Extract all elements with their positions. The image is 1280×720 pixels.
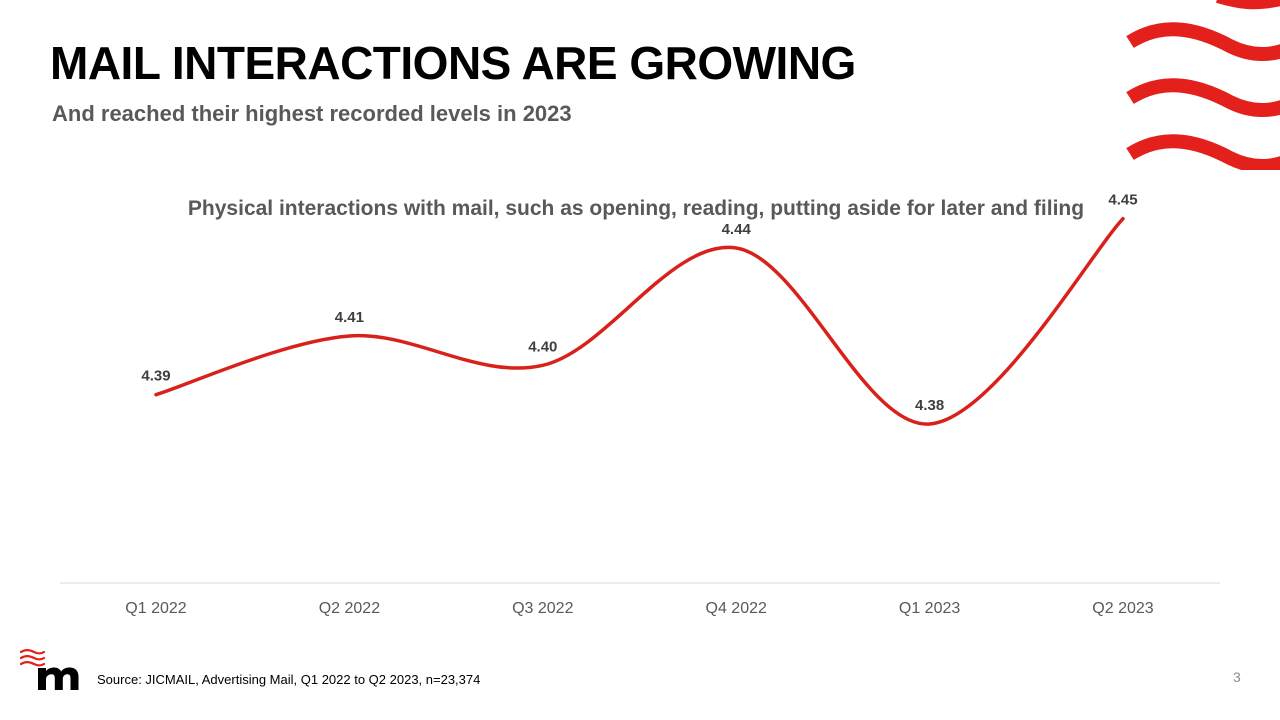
wave-top — [1216, 0, 1280, 10]
data-label: 4.41 — [335, 309, 364, 326]
x-tick-labels: Q1 2022 Q2 2022 Q3 2022 Q4 2022 Q1 2023 Q2 20… — [125, 600, 1153, 617]
data-label: 4.38 — [915, 397, 944, 414]
wave-1 — [1126, 22, 1280, 62]
x-tick-label: Q1 2023 — [899, 600, 960, 617]
line-chart: 4.394.414.404.444.384.45 Q1 2022 Q2 2022 Q… — [60, 192, 1220, 617]
chart-title: Physical interactions with mail, such as… — [187, 197, 1085, 220]
data-label: 4.45 — [1108, 192, 1137, 209]
wave-3 — [1126, 134, 1280, 170]
data-label: 4.40 — [528, 338, 557, 355]
m-logo-icon — [20, 649, 79, 690]
data-labels: 4.39 4.41 4.40 4.44 4.38 4.45 — [141, 192, 1137, 414]
x-tick-label: Q2 2023 — [1092, 600, 1153, 617]
x-tick-label: Q1 2022 — [125, 600, 186, 617]
data-label: 4.39 — [141, 368, 170, 385]
x-tick-label: Q4 2022 — [706, 600, 767, 617]
page-title: MAIL INTERACTIONS ARE GROWING — [50, 37, 856, 89]
source-note: Source: JICMAIL, Advertising Mail, Q1 20… — [97, 672, 481, 687]
data-label: 4.44 — [722, 221, 752, 238]
page-subtitle: And reached their highest recorded level… — [52, 101, 572, 126]
series-line — [154, 216, 1125, 426]
x-tick-label: Q3 2022 — [512, 600, 573, 617]
red-waves-decoration-icon — [1126, 0, 1280, 170]
wave-2 — [1126, 78, 1280, 118]
page-number: 3 — [1233, 669, 1241, 685]
x-tick-label: Q2 2022 — [319, 600, 380, 617]
